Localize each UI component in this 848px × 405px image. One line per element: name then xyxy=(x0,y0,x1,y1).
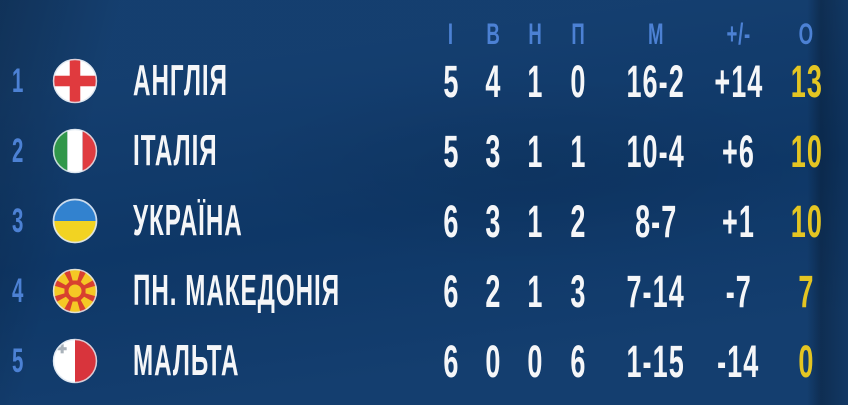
england-flag-icon xyxy=(52,58,98,104)
team-name-label: ПН. МАКЕДОНІЯ xyxy=(133,269,341,313)
position-number: 5 xyxy=(0,344,36,378)
position-number: 4 xyxy=(0,274,36,308)
stat-goal-diff: +14 xyxy=(713,55,764,107)
stat-draws: 1 xyxy=(527,55,544,107)
header-cell-wins: В xyxy=(472,20,514,50)
team-name: УКРАЇНА xyxy=(98,199,430,243)
stat-played: 6 xyxy=(442,335,460,387)
team-name: АНГЛІЯ xyxy=(98,59,430,103)
header-cell-goals: М xyxy=(600,20,712,50)
stat-draws: 0 xyxy=(527,335,544,387)
header-losses-label: П xyxy=(571,18,586,51)
team-name-label: МАЛЬТА xyxy=(133,339,240,383)
stat-draws: 1 xyxy=(527,265,544,317)
header-cell-diff: +/- xyxy=(712,20,765,50)
team-name-label: ІТАЛІЯ xyxy=(133,129,218,173)
stat-losses: 1 xyxy=(570,125,587,177)
flag-cell xyxy=(36,127,98,175)
stat-draws: 1 xyxy=(527,195,544,247)
flag-cell xyxy=(36,337,98,385)
header-draws-label: Н xyxy=(528,18,543,51)
italy-flag-icon xyxy=(52,128,98,174)
team-name: ІТАЛІЯ xyxy=(98,129,430,173)
stat-points: 10 xyxy=(790,125,823,177)
stat-goals: 16-2 xyxy=(626,55,686,107)
team-name-label: АНГЛІЯ xyxy=(133,59,228,103)
stat-goal-diff: +6 xyxy=(722,125,755,177)
header-wins-label: В xyxy=(485,18,501,51)
table-row: 3 УКРАЇНА 6 3 1 2 8-7 +1 10 xyxy=(0,186,848,256)
position-label: 5 xyxy=(11,342,25,380)
stat-points: 10 xyxy=(790,195,823,247)
stat-goal-diff: +1 xyxy=(722,195,755,247)
stat-wins: 4 xyxy=(484,55,502,107)
header-played-label: І xyxy=(448,18,454,51)
stat-draws: 1 xyxy=(527,125,544,177)
stat-points: 13 xyxy=(790,55,823,107)
stat-goals: 10-4 xyxy=(626,125,686,177)
stat-wins: 0 xyxy=(484,335,502,387)
position-number: 3 xyxy=(0,204,36,238)
header-cell-losses: П xyxy=(557,20,600,50)
table-row: 5 МАЛЬТА 6 0 0 6 1-15 -14 0 xyxy=(0,326,848,396)
flag-cell xyxy=(36,57,98,105)
stat-goals: 8-7 xyxy=(634,195,678,247)
position-number: 1 xyxy=(0,64,36,98)
table-row: 1 АНГЛІЯ 5 4 1 0 16-2 +14 13 xyxy=(0,46,848,116)
stat-goals: 1-15 xyxy=(626,335,686,387)
position-label: 3 xyxy=(11,202,25,240)
stat-wins: 3 xyxy=(484,125,502,177)
stat-wins: 3 xyxy=(484,195,502,247)
stat-goals: 7-14 xyxy=(626,265,686,317)
table-row: 2 ІТАЛІЯ 5 3 1 1 10-4 +6 10 xyxy=(0,116,848,186)
stat-points: 7 xyxy=(798,265,815,317)
stat-played: 5 xyxy=(442,55,460,107)
stat-goal-diff: -7 xyxy=(725,265,752,317)
stat-wins: 2 xyxy=(484,265,502,317)
position-label: 4 xyxy=(11,272,25,310)
malta-flag-icon xyxy=(52,338,98,384)
stat-played: 6 xyxy=(442,265,460,317)
stat-losses: 3 xyxy=(570,265,587,317)
stat-played: 6 xyxy=(442,195,460,247)
north-macedonia-flag-icon xyxy=(52,268,98,314)
team-name-label: УКРАЇНА xyxy=(133,199,243,243)
stat-losses: 6 xyxy=(570,335,587,387)
position-label: 1 xyxy=(11,62,25,100)
stat-points: 0 xyxy=(798,335,815,387)
header-diff-label: +/- xyxy=(726,18,751,51)
header-cell-points: О xyxy=(765,20,848,50)
header-cell-draws: Н xyxy=(514,20,557,50)
stat-goal-diff: -14 xyxy=(717,335,760,387)
stat-losses: 0 xyxy=(570,55,587,107)
header-goals-label: М xyxy=(647,18,665,51)
stat-losses: 2 xyxy=(570,195,587,247)
header-points-label: О xyxy=(798,18,815,51)
team-name: МАЛЬТА xyxy=(98,339,430,383)
ukraine-flag-icon xyxy=(52,198,98,244)
position-number: 2 xyxy=(0,134,36,168)
team-name: ПН. МАКЕДОНІЯ xyxy=(98,269,430,313)
position-label: 2 xyxy=(11,132,25,170)
header-cell-played: І xyxy=(430,20,472,50)
flag-cell xyxy=(36,267,98,315)
flag-cell xyxy=(36,197,98,245)
table-row: 4 xyxy=(0,256,848,326)
header-row: І В Н П М +/- О xyxy=(0,0,848,50)
stat-played: 5 xyxy=(442,125,460,177)
